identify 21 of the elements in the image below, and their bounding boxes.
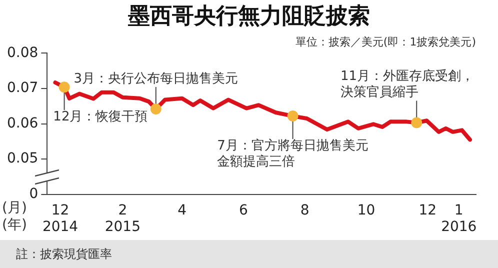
x-tick-label: 4	[178, 202, 187, 218]
annotation: 11月：外匯存底受創，決策官員縮手	[340, 69, 474, 100]
annotation: 12月：恢復干預	[53, 109, 148, 124]
y-tick-label: 0	[29, 186, 38, 202]
chart-title: 墨西哥央行無力阻貶披索	[127, 3, 371, 31]
y-tick-label: 0.07	[7, 80, 38, 96]
x-tick-label: 2 2015	[104, 202, 140, 236]
x-axis-title: (月) (年)	[2, 200, 27, 234]
y-tick-label: 0.08	[7, 44, 38, 61]
text: 註：披索現貨匯率	[0, 240, 498, 268]
chart-subtitle: 單位：披索／美元(即：1披索兌美元)	[295, 35, 476, 48]
x-tick-label: 8	[300, 202, 310, 218]
x-tick-label: 1 2016	[441, 202, 477, 236]
y-tick-label: 0.05	[7, 150, 38, 167]
y-tick-label: 0.06	[7, 115, 38, 132]
x-tick-label: 6	[239, 202, 248, 218]
x-tick-label: 12	[418, 202, 437, 218]
annotation: 7月：官方將每日拋售美元金額提高三倍	[217, 137, 368, 170]
x-tick-label: 10	[357, 202, 376, 218]
annotation: 3月：央行公布每日拋售美元	[74, 70, 238, 86]
x-tick-label: 12 2014	[42, 202, 78, 236]
